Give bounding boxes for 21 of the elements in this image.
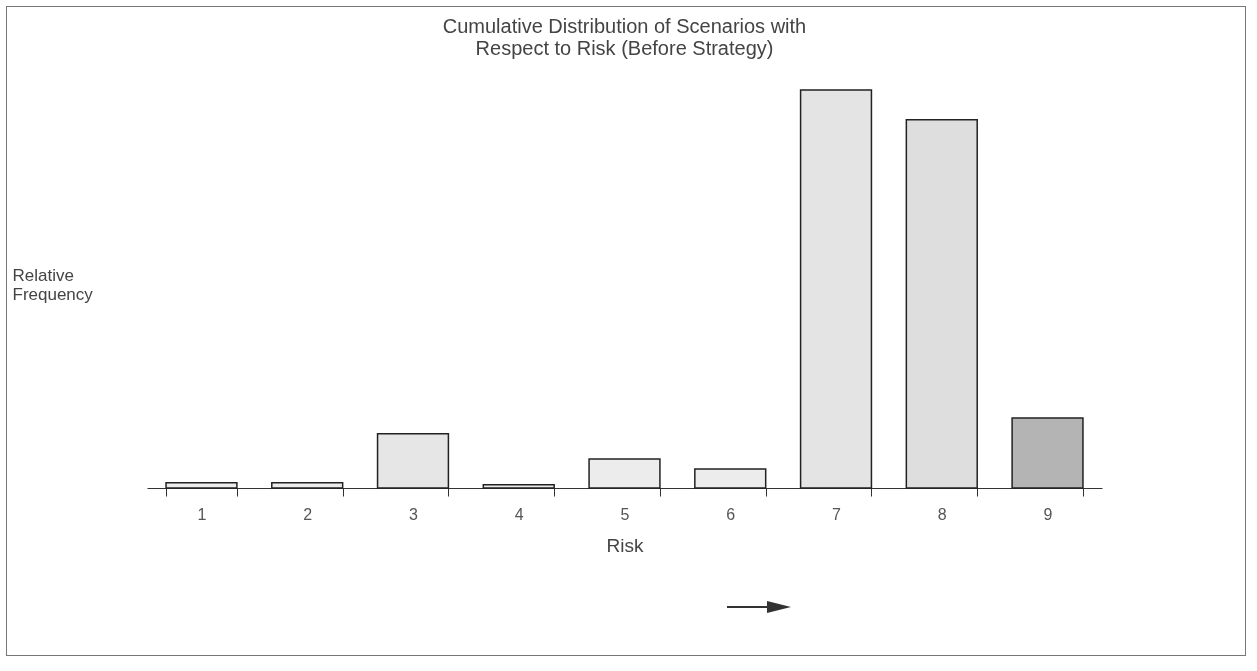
bar <box>905 119 978 489</box>
bar <box>799 89 873 489</box>
x-tick-label: 4 <box>514 505 524 523</box>
bar <box>482 484 555 489</box>
x-tick-label: 6 <box>726 505 736 523</box>
x-tick-label: 3 <box>409 505 419 523</box>
bar <box>694 468 767 489</box>
x-tick-label: 8 <box>937 505 947 523</box>
y-axis-title: Relative Frequency <box>12 265 94 304</box>
chart-title: Cumulative Distribution of Scenarios with Respect to Risk (Before Strategy) <box>442 15 807 60</box>
bar <box>1011 417 1084 489</box>
x-tick-label: 1 <box>197 505 207 523</box>
x-tick-label: 7 <box>832 505 842 523</box>
x-axis-title: Risk <box>606 534 644 556</box>
bar <box>588 458 661 489</box>
x-tick-label: 5 <box>620 505 630 523</box>
bar <box>165 482 238 489</box>
x-tick-label: 9 <box>1043 505 1053 523</box>
x-tick-label: 2 <box>303 505 313 523</box>
bar <box>376 433 450 489</box>
bar <box>271 482 344 489</box>
